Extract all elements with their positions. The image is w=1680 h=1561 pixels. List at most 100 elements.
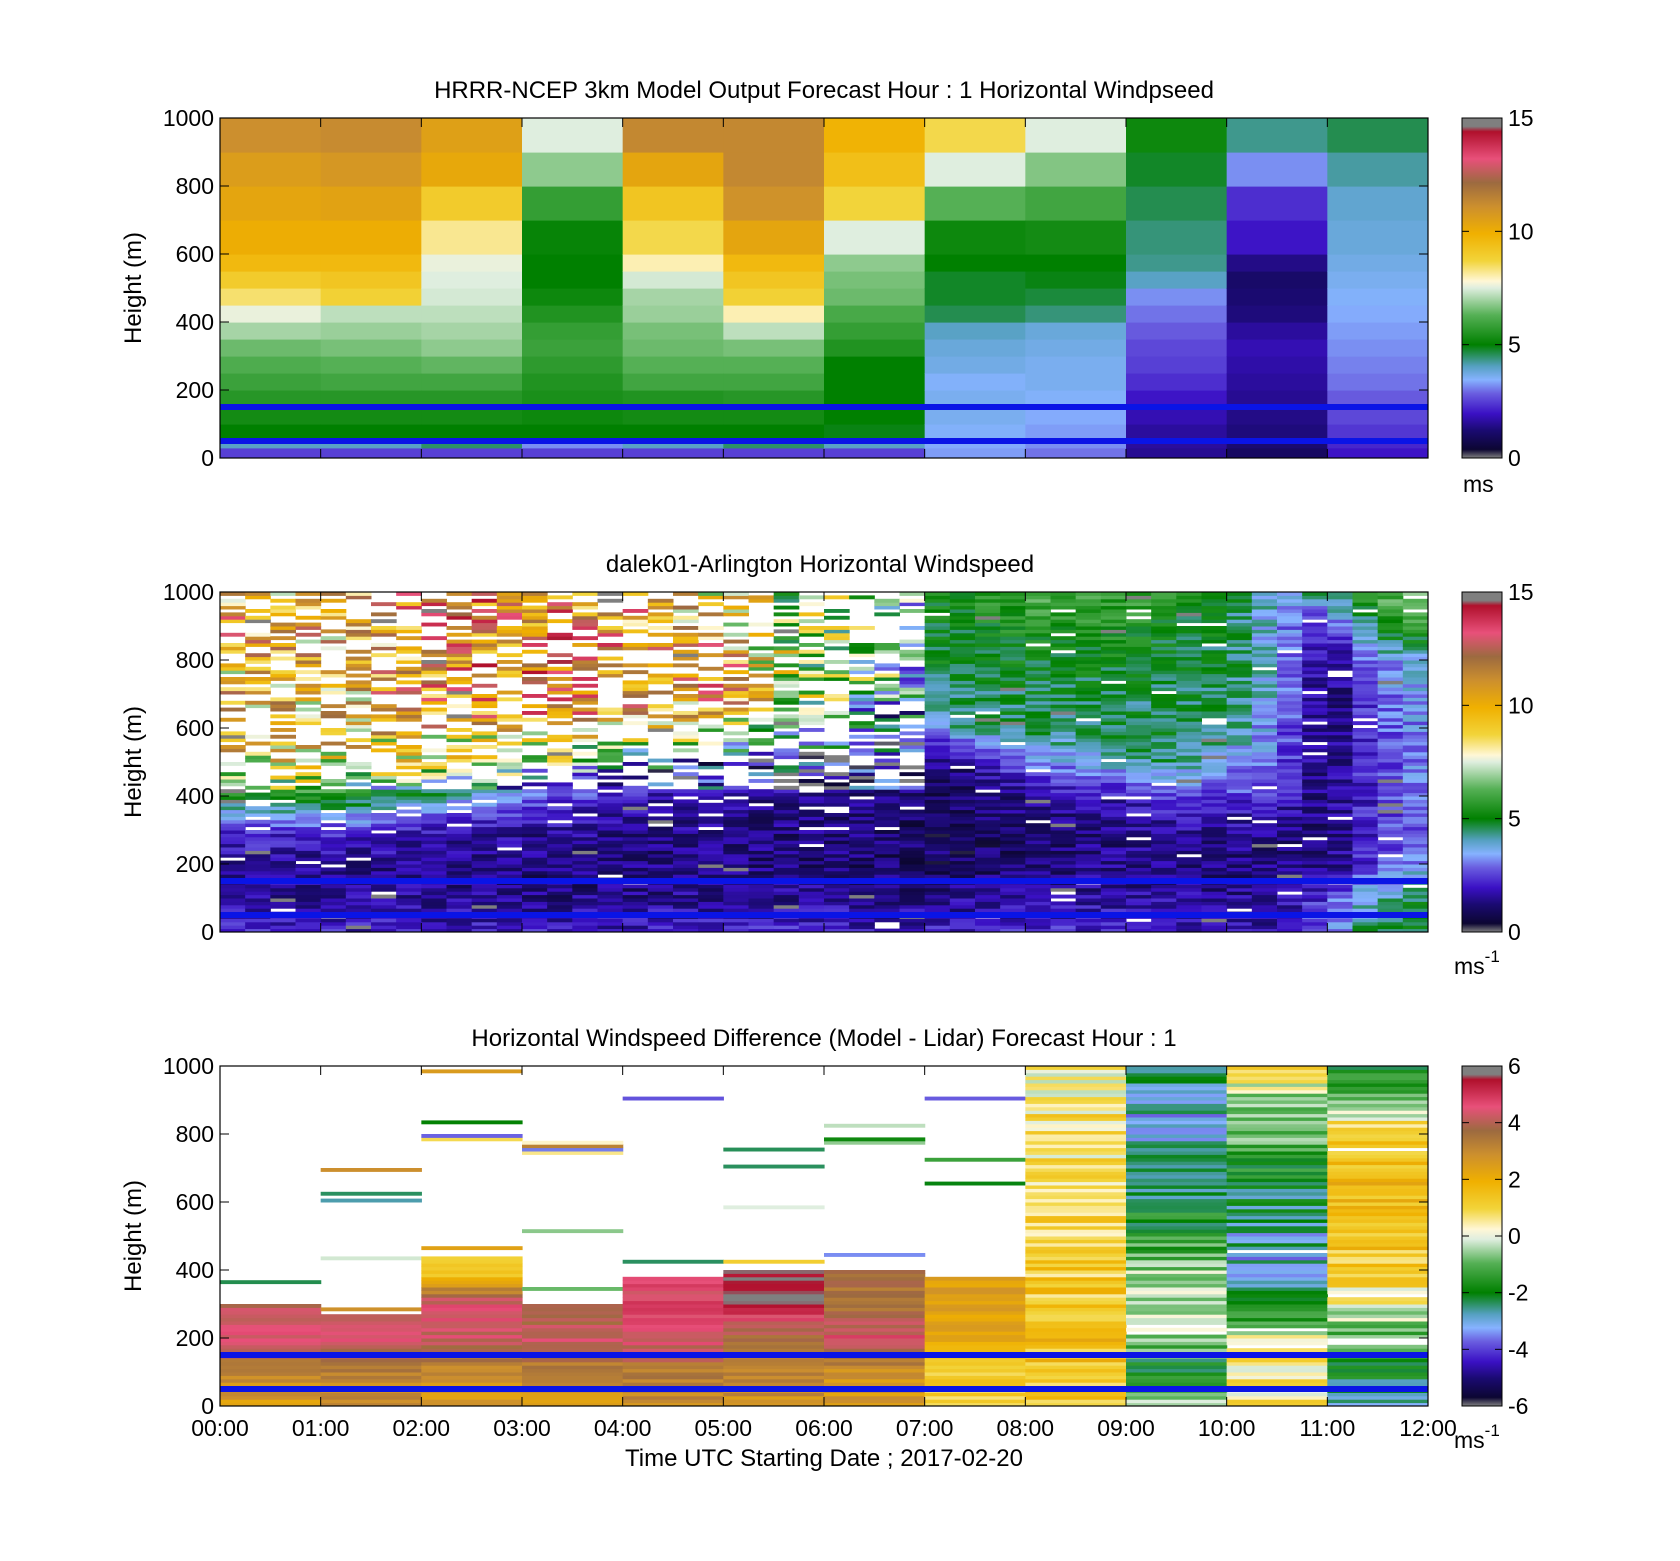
- heatmap-cell-2389: [1025, 901, 1051, 906]
- heatmap-cell-49: [220, 734, 246, 739]
- heatmap-cell-354: [1025, 1276, 1127, 1281]
- heatmap-cell-2722: [1100, 748, 1127, 753]
- heatmap-cell-653: [1327, 1242, 1428, 1247]
- heatmap-cell-1415: [723, 921, 749, 926]
- heatmap-cell-2115: [949, 833, 976, 838]
- heatmap-cell-389: [345, 765, 372, 770]
- heatmap-cell-230: [723, 1164, 825, 1169]
- heatmap-cell-2446: [1025, 700, 1051, 705]
- heatmap-cell-291: [320, 894, 347, 899]
- heatmap-cell-652: [446, 857, 473, 862]
- heatmap-cell-52: [320, 1331, 422, 1336]
- heatmap-cell-1542: [748, 690, 775, 695]
- heatmap-cell-3369: [1277, 853, 1303, 858]
- heatmap-cell-511: [1126, 1072, 1228, 1077]
- heatmap-cell-220: [295, 891, 322, 896]
- heatmap-cell-2788: [1126, 857, 1152, 862]
- heatmap-cell-3267: [1251, 874, 1278, 879]
- heatmap-cell-2088: [949, 925, 976, 930]
- heatmap-cell-1167: [622, 836, 649, 841]
- heatmap-cell-200: [1327, 220, 1428, 255]
- heatmap-cell-2129: [949, 785, 976, 790]
- heatmap-cell-1811: [849, 802, 875, 807]
- heatmap-cell-360: [1025, 1256, 1127, 1261]
- heatmap-cell-1610: [773, 717, 800, 722]
- heatmap-cell-3673: [1352, 796, 1379, 800]
- heatmap-cell-1188: [622, 738, 649, 743]
- heatmap-cell-571: [1226, 1191, 1328, 1196]
- heatmap-cell-171: [1226, 441, 1328, 449]
- heatmap-cell-1410: [698, 602, 724, 607]
- heatmap-cell-195: [270, 670, 296, 675]
- heatmap-cell-695: [1327, 1096, 1428, 1101]
- heatmap-cell-3801: [1377, 683, 1404, 688]
- heatmap-cell-2334: [1000, 751, 1026, 756]
- heatmap-cell-617: [1327, 1375, 1428, 1380]
- heatmap-cell-3855: [1402, 836, 1428, 841]
- heatmap-cell-3394: [1277, 765, 1303, 770]
- heatmap-cell-1374: [698, 836, 724, 841]
- heatmap-cell-3772: [1377, 782, 1404, 787]
- heatmap-cell-3110: [1201, 751, 1228, 756]
- heatmap-cell-1508: [748, 857, 775, 862]
- heatmap-cell-543: [396, 687, 422, 692]
- heatmap-cell-3024: [1176, 707, 1202, 712]
- heatmap-cell-2774: [1126, 904, 1152, 909]
- heatmap-cell-136: [522, 1321, 624, 1325]
- heatmap-cell-471: [371, 690, 397, 695]
- heatmap-cell-2726: [1100, 734, 1127, 739]
- heatmap-cell-3899: [1402, 687, 1428, 692]
- heatmap-cell-371: [1025, 1219, 1127, 1223]
- heatmap-cell-1408: [698, 626, 724, 630]
- heatmap-cell-1261: [647, 673, 674, 678]
- heatmap-cell-1569: [773, 884, 800, 889]
- heatmap-cell-3419: [1277, 680, 1303, 685]
- heatmap-cell-22: [320, 373, 422, 391]
- heatmap-cell-37: [220, 799, 246, 804]
- heatmap-cell-1338: [673, 643, 699, 647]
- heatmap-cell-1066: [572, 622, 598, 627]
- heatmap-cell-300: [320, 860, 347, 865]
- heatmap-cell-110: [824, 322, 926, 340]
- heatmap-cell-977: [547, 721, 573, 726]
- heatmap-cell-58: [220, 670, 246, 675]
- heatmap-cell-209: [723, 1331, 825, 1336]
- heatmap-cell-691: [446, 656, 473, 661]
- heatmap-cell-95: [245, 850, 271, 855]
- heatmap-cell-2761: [1100, 612, 1127, 617]
- heatmap-cell-1726: [824, 870, 850, 875]
- heatmap-cell-3734: [1377, 918, 1404, 923]
- heatmap-cell-288: [320, 904, 347, 909]
- heatmap-cell-1361: [698, 884, 724, 889]
- heatmap-cell-556: [1226, 1242, 1328, 1247]
- heatmap-cell-167: [270, 816, 296, 821]
- heatmap-cell-60: [522, 305, 624, 323]
- heatmap-cell-2898: [1151, 806, 1177, 811]
- heatmap-cell-425: [1126, 1375, 1228, 1380]
- heatmap-cell-521: [396, 799, 422, 804]
- heatmap-cell-3750: [1377, 864, 1404, 868]
- heatmap-cell-299: [320, 867, 347, 872]
- heatmap-cell-687: [446, 677, 473, 681]
- heatmap-cell-423: [1126, 1382, 1228, 1387]
- heatmap-cell-3638: [1352, 918, 1379, 923]
- heatmap-cell-1897: [874, 714, 900, 719]
- heatmap-cell-1528: [748, 779, 775, 783]
- heatmap-cell-2068: [924, 656, 951, 661]
- heatmap-cell-190: [723, 1395, 825, 1400]
- heatmap-cell-395: [1025, 1137, 1127, 1142]
- heatmap-cell-2911: [1151, 758, 1177, 763]
- heatmap-cell-2581: [1075, 901, 1102, 906]
- heatmap-cell-903: [522, 731, 548, 736]
- heatmap-cell-1941: [899, 840, 926, 845]
- heatmap-cell-726: [471, 853, 498, 858]
- heatmap-cell-565: [1226, 1212, 1328, 1217]
- heatmap-cell-2511: [1050, 809, 1077, 814]
- heatmap-cell-2596: [1075, 847, 1102, 851]
- heatmap-cell-3487: [1302, 782, 1328, 787]
- heatmap-cell-2618: [1075, 772, 1102, 777]
- heatmap-cell-1710: [824, 925, 850, 930]
- heatmap-cell-3828: [1377, 592, 1404, 596]
- heatmap-cell-2230: [975, 768, 1001, 773]
- heatmap-cell-2454: [1025, 673, 1051, 678]
